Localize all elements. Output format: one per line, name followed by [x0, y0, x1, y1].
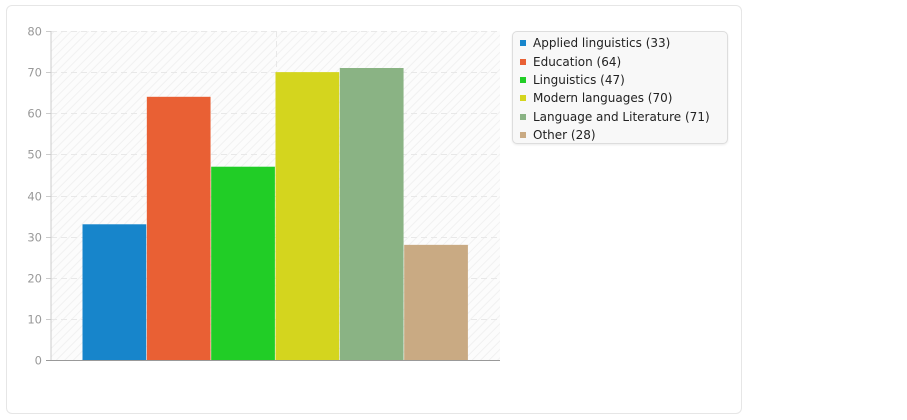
bar-other[interactable] — [404, 244, 468, 360]
legend-label: Other (28) — [533, 128, 596, 143]
legend-label: Linguistics (47) — [533, 72, 625, 87]
y-tick-label: 20 — [27, 272, 42, 286]
y-tick-label: 10 — [27, 313, 42, 327]
y-tick-label: 0 — [35, 354, 42, 368]
legend-swatch — [520, 113, 526, 120]
legend-item[interactable]: Applied linguistics (33) — [520, 34, 727, 52]
legend-label: Applied linguistics (33) — [533, 36, 671, 51]
axes — [46, 31, 500, 361]
legend-swatch — [520, 58, 526, 65]
legend-swatch — [520, 76, 526, 83]
legend-item[interactable]: Education (64) — [520, 52, 727, 70]
legend-swatch — [520, 132, 526, 139]
legend: Applied linguistics (33) Education (64) Li… — [512, 31, 728, 144]
bar-applied-linguistics[interactable] — [82, 224, 147, 360]
legend-swatch — [520, 40, 526, 47]
legend-label: Education (64) — [533, 54, 622, 69]
y-tick-label: 70 — [27, 66, 42, 80]
bar-education[interactable] — [146, 96, 211, 361]
legend-item[interactable]: Linguistics (47) — [520, 71, 727, 89]
y-tick-label: 30 — [27, 231, 42, 245]
legend-item[interactable]: Language and Literature (71) — [520, 108, 727, 126]
y-tick-label: 40 — [27, 190, 42, 204]
y-tick-labels: 0 10 20 30 40 50 60 70 80 — [27, 25, 42, 368]
legend-swatch — [520, 95, 526, 102]
legend-label: Modern languages (70) — [533, 91, 673, 106]
legend-item[interactable]: Other (28) — [520, 126, 727, 144]
bar-language-and-literature[interactable] — [339, 68, 404, 360]
y-tick-label: 80 — [27, 25, 42, 39]
bars — [82, 68, 468, 361]
y-tick-label: 60 — [27, 107, 42, 121]
bar-modern-languages[interactable] — [275, 72, 340, 361]
legend-label: Language and Literature (71) — [533, 109, 710, 124]
y-tick-label: 50 — [27, 148, 42, 162]
bar-linguistics[interactable] — [211, 166, 275, 360]
legend-item[interactable]: Modern languages (70) — [520, 89, 727, 107]
